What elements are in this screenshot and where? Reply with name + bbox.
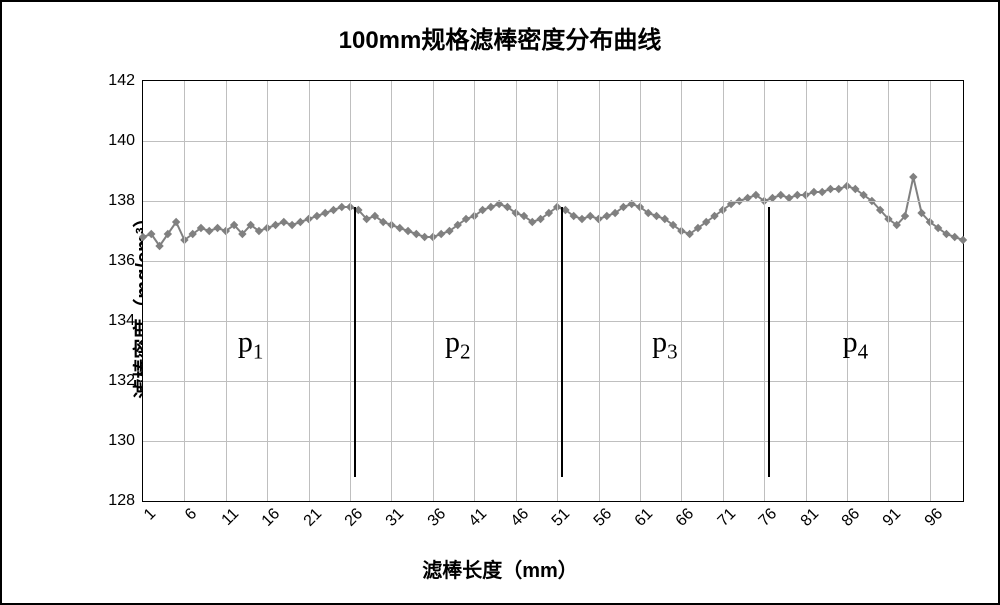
ytick-label: 142 [108,72,143,90]
xtick-label: 81 [793,501,823,531]
xtick-label: 31 [379,501,409,531]
xtick-label: 36 [420,501,450,531]
segment-divider [561,207,563,477]
gridline-v [640,81,641,501]
gridline-h [143,201,963,202]
gridline-h [143,381,963,382]
xtick-label: 76 [752,501,782,531]
ytick-label: 130 [108,432,143,450]
gridline-v [350,81,351,501]
xtick-label: 11 [214,501,243,530]
segment-label: p1 [238,326,264,365]
gridline-v [723,81,724,501]
gridline-v [391,81,392,501]
xtick-label: 26 [337,501,367,531]
data-series [143,81,963,501]
ytick-label: 140 [108,132,143,150]
xtick-label: 1 [137,501,160,524]
gridline-v [474,81,475,501]
xtick-label: 61 [627,501,657,531]
gridline-v [516,81,517,501]
ytick-label: 132 [108,372,143,390]
xtick-label: 16 [255,501,285,531]
gridline-v [267,81,268,501]
gridline-v [184,81,185,501]
gridline-v [888,81,889,501]
gridline-h [143,261,963,262]
segment-label: p3 [652,326,678,365]
chart-title: 100mm规格滤棒密度分布曲线 [2,20,998,55]
gridline-v [764,81,765,501]
gridline-v [433,81,434,501]
x-axis-label: 滤棒长度（mm） [422,554,578,583]
gridline-h [143,321,963,322]
ytick-label: 138 [108,192,143,210]
gridline-v [226,81,227,501]
ytick-label: 134 [108,312,143,330]
xtick-label: 96 [917,501,947,531]
xtick-label: 71 [710,501,740,531]
gridline-h [143,141,963,142]
segment-divider [768,207,770,477]
gridline-v [806,81,807,501]
gridline-v [847,81,848,501]
xtick-label: 6 [178,501,201,524]
gridline-v [930,81,931,501]
xtick-label: 56 [586,501,616,531]
xtick-label: 66 [669,501,699,531]
gridline-v [557,81,558,501]
gridline-v [681,81,682,501]
xtick-label: 51 [545,501,575,531]
segment-label: p2 [445,326,471,365]
plot-area: 1281301321341361381401421611162126313641… [142,80,964,502]
xtick-label: 41 [462,501,492,531]
xtick-label: 86 [834,501,864,531]
xtick-label: 21 [296,501,326,531]
segment-divider [354,207,356,477]
ytick-label: 136 [108,252,143,270]
segment-label: p4 [843,326,869,365]
xtick-label: 46 [503,501,533,531]
xtick-label: 91 [876,501,906,531]
gridline-v [309,81,310,501]
gridline-v [599,81,600,501]
chart-figure: 100mm规格滤棒密度分布曲线 滤棒密度（mg/cm³） 滤棒长度（mm） 12… [0,0,1000,605]
gridline-h [143,441,963,442]
